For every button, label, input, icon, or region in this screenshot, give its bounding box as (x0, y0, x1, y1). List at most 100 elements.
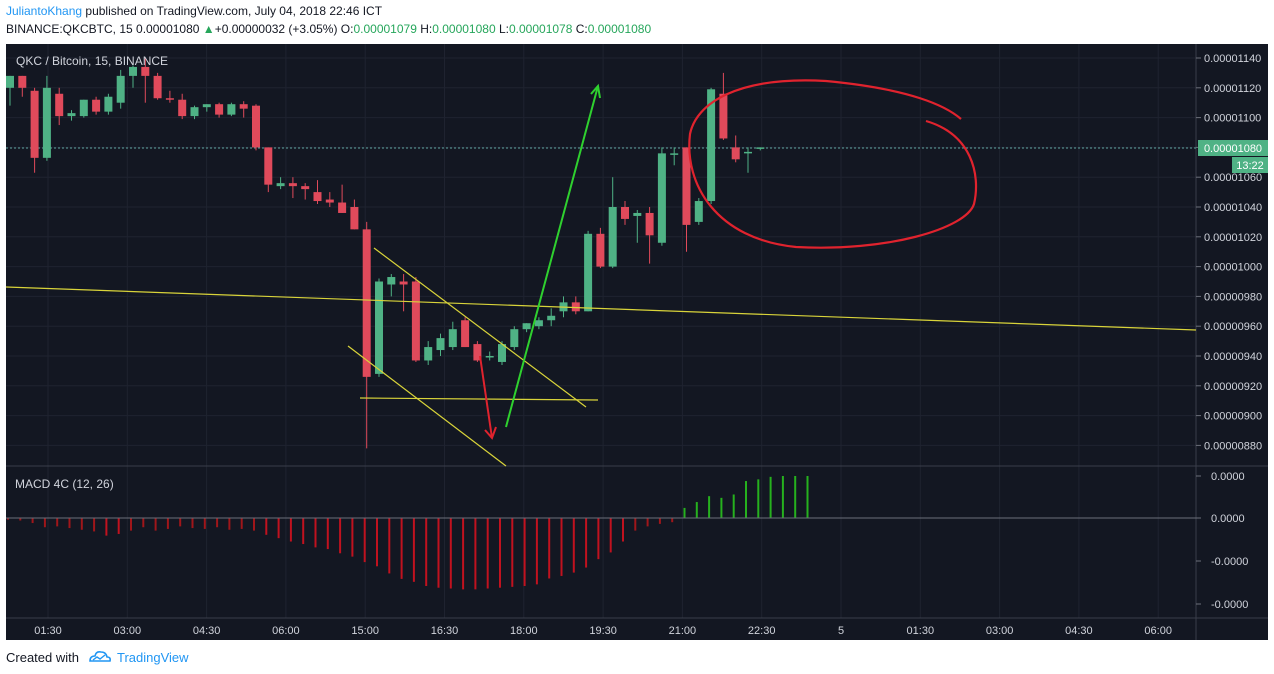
candle-down (719, 93, 728, 139)
candle-up (424, 347, 433, 361)
down-arrow-head[interactable] (484, 426, 497, 440)
published-text: published on TradingView.com, July 04, 2… (85, 4, 383, 18)
candle-up (6, 75, 14, 88)
publish-line: JuliantoKhang published on TradingView.c… (6, 4, 382, 18)
low-value: 0.00001078 (508, 22, 573, 36)
price-axis-label: 0.00001120 (1204, 83, 1261, 95)
close-label: C: (575, 22, 588, 36)
candle-down (215, 104, 224, 115)
candle-up (202, 104, 211, 108)
open-value: 0.00001079 (353, 22, 417, 36)
macd-axis-label: -0.0000 (1211, 599, 1248, 611)
time-axis-label: 18:00 (510, 625, 538, 637)
candle-down (165, 98, 174, 100)
candle-up (485, 356, 494, 358)
candle-up (498, 344, 506, 362)
candle-down (461, 320, 470, 348)
price-tag-box (1198, 140, 1268, 156)
macd-axis-label: -0.0000 (1211, 556, 1248, 568)
candle-up (707, 89, 716, 202)
ohlc-line: BINANCE:QKCBTC, 15 0.00001080 ▲+0.000000… (6, 22, 651, 36)
candle-up (633, 212, 642, 216)
close-value: 0.00001080 (587, 22, 652, 36)
author-link[interactable]: JuliantoKhang (6, 4, 83, 18)
down-arrow-shaft[interactable] (479, 355, 493, 439)
support-line[interactable] (359, 397, 599, 401)
candle-down (571, 302, 580, 312)
price-axis-label: 0.00001100 (1204, 113, 1261, 125)
candle-down (141, 66, 150, 76)
time-axis-label: 01:30 (34, 625, 62, 637)
candle-up (276, 183, 285, 187)
chart-area[interactable]: 0.00001140 0.00001120 0.00001100 0.00001080… (5, 44, 1268, 640)
candle-up (608, 207, 617, 267)
candle-down (399, 281, 408, 285)
candle-up (522, 323, 531, 330)
up-arrow-shaft[interactable] (505, 85, 599, 428)
candle-down (338, 202, 347, 213)
price-change: +0.00000032 (+3.05%) (214, 22, 338, 36)
price-axis-label: 0.00000940 (1204, 351, 1262, 363)
candle-down (239, 104, 248, 109)
wedge-upper-line[interactable] (373, 247, 587, 408)
candle-down (411, 281, 420, 361)
chart-header: JuliantoKhang published on TradingView.c… (0, 0, 1274, 44)
trendline-long[interactable] (5, 286, 1197, 331)
countdown-text: 13:22 (1236, 160, 1264, 172)
candle-down (325, 199, 334, 203)
footer: Created with TradingView (0, 642, 1274, 674)
candle-down (264, 147, 273, 185)
candle-up (744, 151, 752, 154)
price-tag-text: 0.00001080 (1204, 143, 1262, 155)
candle-down (313, 192, 322, 202)
candle-down (362, 229, 371, 377)
candle-up (227, 104, 236, 115)
candle-up (534, 320, 543, 327)
up-arrow-head[interactable] (590, 83, 601, 99)
tradingview-logo-icon[interactable] (88, 648, 112, 666)
candle-down (92, 99, 101, 112)
wedge-lower-line[interactable] (347, 345, 507, 467)
time-axis-label: 04:30 (193, 625, 221, 637)
candle-up (448, 329, 457, 348)
time-axis-label: 21:00 (669, 625, 697, 637)
up-arrow-icon: ▲ (202, 22, 215, 36)
time-axis-label: 22:30 (748, 625, 776, 637)
time-axis-label: 03:00 (986, 625, 1014, 637)
time-axis-label: 16:30 (431, 625, 459, 637)
candle-up (42, 87, 51, 158)
created-with-text: Created with (6, 650, 79, 665)
candle-down (153, 75, 162, 99)
time-axis-label: 06:00 (1144, 625, 1172, 637)
time-axis-label: 19:30 (589, 625, 617, 637)
tradingview-brand-link[interactable]: TradingView (117, 650, 189, 665)
chart-background (6, 44, 1268, 640)
candle-down (301, 186, 310, 190)
low-label: L: (498, 22, 509, 36)
candle-up (104, 96, 113, 112)
highlight-circle[interactable] (688, 79, 978, 249)
price-axis-label: 0.00001040 (1204, 202, 1262, 214)
candle-down (473, 344, 482, 361)
candlestick-chart[interactable]: 0.00001140 0.00001120 0.00001100 0.00001080… (5, 44, 1268, 640)
candle-up (756, 147, 765, 149)
price-axis-label: 0.00001060 (1204, 172, 1262, 184)
candle-down (596, 233, 605, 267)
candle-down (252, 105, 260, 148)
candle-down (55, 93, 64, 117)
candle-up (190, 107, 199, 117)
macd-axis-label: 0.0000 (1211, 471, 1245, 483)
candle-down (18, 75, 27, 88)
candle-up (79, 99, 88, 117)
macd-label: MACD 4C (12, 26) (15, 477, 114, 491)
candle-down (645, 212, 654, 236)
candle-up (375, 281, 383, 374)
price-axis-label: 0.00001000 (1204, 262, 1262, 274)
candle-down (288, 183, 297, 187)
price-axis-label: 0.00000880 (1204, 440, 1262, 452)
last-price: 0.00001080 (136, 22, 200, 36)
price-axis-label: 0.00000920 (1204, 381, 1262, 393)
price-axis-label: 0.00000900 (1204, 411, 1262, 423)
candle-down (731, 147, 740, 160)
candle-up (584, 233, 593, 312)
